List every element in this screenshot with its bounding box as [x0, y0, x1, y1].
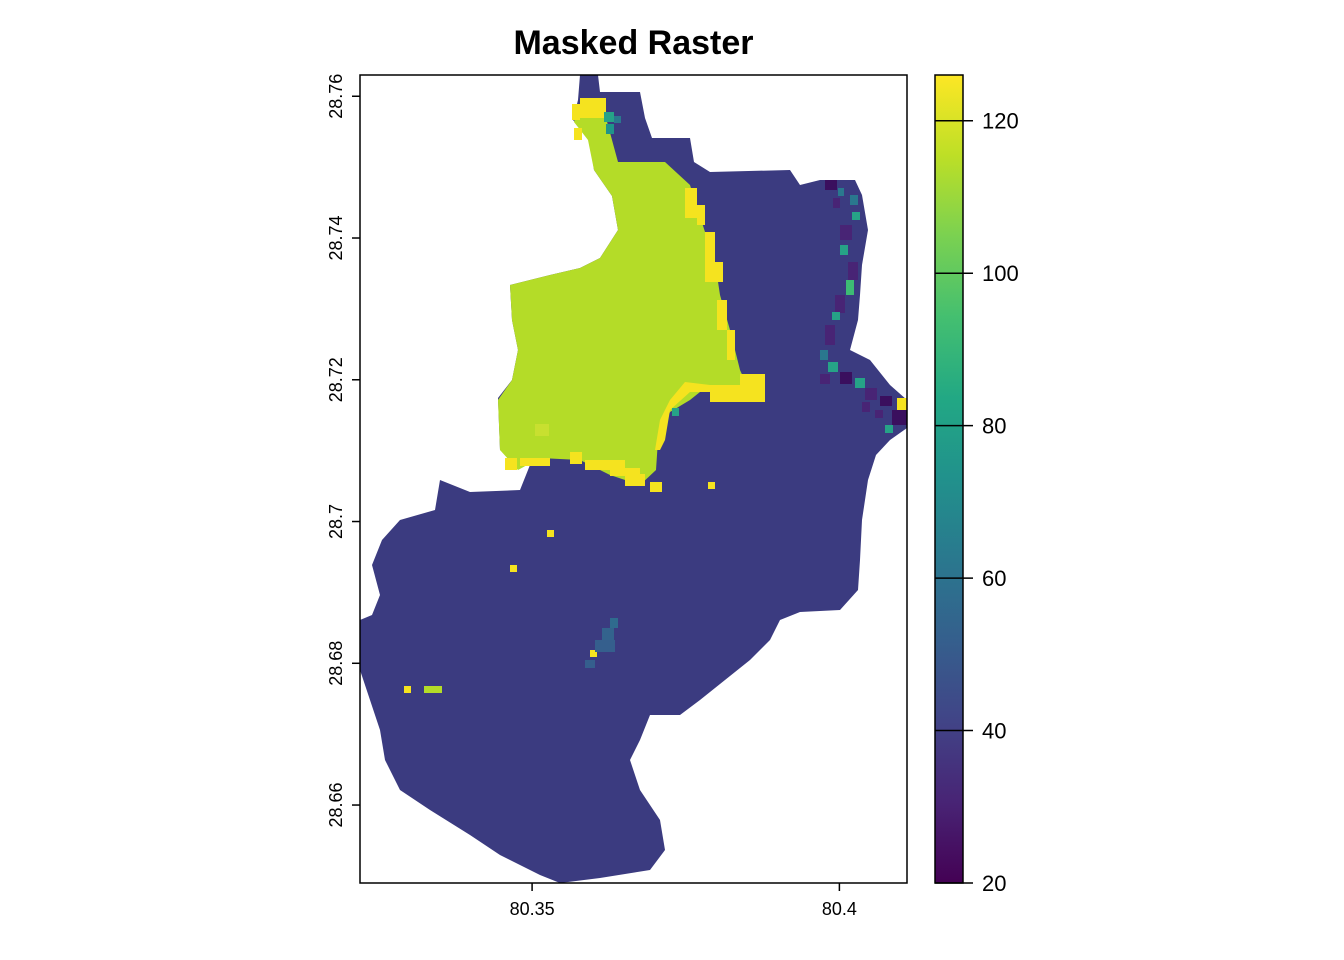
y-tick-label: 28.72 — [326, 357, 346, 402]
y-tick-label: 28.68 — [326, 641, 346, 686]
legend-tick-label: 100 — [982, 261, 1019, 286]
x-axis: 80.35 80.4 — [510, 883, 857, 919]
plot-frame — [359, 74, 908, 884]
legend-tick-label: 60 — [982, 566, 1006, 591]
legend-tick-label: 80 — [982, 414, 1006, 439]
x-tick-label: 80.35 — [510, 899, 555, 919]
legend-tick-label: 120 — [982, 109, 1019, 134]
plot-title: Masked Raster — [513, 24, 754, 62]
legend-axis: 20 40 60 80 100 120 — [935, 109, 1019, 896]
raster-layer — [360, 75, 907, 883]
y-tick-label: 28.7 — [326, 504, 346, 539]
legend-colorbar — [934, 74, 964, 884]
y-axis: 28.76 28.74 28.72 28.7 28.68 28.66 — [326, 74, 360, 828]
raster-high-values — [404, 98, 765, 693]
raster-speckles — [585, 112, 907, 668]
y-tick-label: 28.76 — [326, 74, 346, 119]
legend-tick-label: 20 — [982, 871, 1006, 896]
legend-tick-label: 40 — [982, 719, 1006, 744]
y-tick-label: 28.74 — [326, 215, 346, 260]
x-tick-label: 80.4 — [822, 899, 857, 919]
y-tick-label: 28.66 — [326, 783, 346, 828]
